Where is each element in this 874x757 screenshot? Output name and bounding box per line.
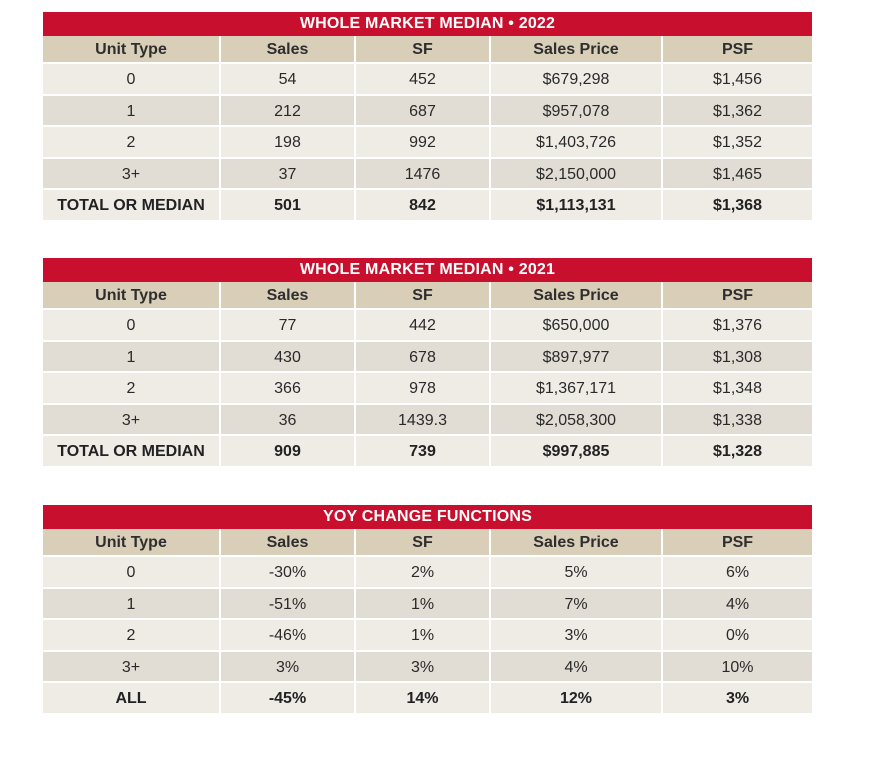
total-psf: $1,328	[663, 436, 812, 468]
cell-unit-type: 3+	[43, 158, 221, 191]
cell-sales-price: $2,150,000	[491, 158, 663, 191]
cell-sales: 198	[221, 127, 356, 159]
cell-unit-type: 0	[43, 310, 221, 342]
total-sf: 842	[356, 190, 491, 222]
cell-sales: 212	[221, 95, 356, 128]
column-header-sales-price: Sales Price	[491, 529, 663, 557]
market-median-2021-table: WHOLE MARKET MEDIAN • 2021 Unit Type Sal…	[43, 258, 812, 468]
cell-sf: 1%	[356, 620, 491, 652]
table-grid: Unit Type Sales SF Sales Price PSF 0 54 …	[43, 36, 812, 222]
cell-sales: -51%	[221, 588, 356, 621]
total-label: TOTAL OR MEDIAN	[43, 190, 221, 222]
cell-psf: 10%	[663, 651, 812, 684]
column-header-sales: Sales	[221, 282, 356, 310]
cell-sales: 77	[221, 310, 356, 342]
cell-unit-type: 1	[43, 95, 221, 128]
cell-unit-type: 2	[43, 620, 221, 652]
column-header-sales-price: Sales Price	[491, 282, 663, 310]
cell-psf: $1,465	[663, 158, 812, 191]
cell-sf: 992	[356, 127, 491, 159]
cell-sf: 978	[356, 373, 491, 405]
cell-psf: $1,456	[663, 64, 812, 96]
cell-sales: 366	[221, 373, 356, 405]
total-sf: 14%	[356, 683, 491, 715]
cell-sales: 3%	[221, 651, 356, 684]
cell-sales-price: 4%	[491, 651, 663, 684]
table-title: WHOLE MARKET MEDIAN • 2021	[43, 258, 812, 282]
cell-sf: 1439.3	[356, 404, 491, 437]
total-sales: -45%	[221, 683, 356, 715]
cell-sales: 54	[221, 64, 356, 96]
market-median-2022-table: WHOLE MARKET MEDIAN • 2022 Unit Type Sal…	[43, 12, 812, 222]
total-psf: $1,368	[663, 190, 812, 222]
cell-sf: 1%	[356, 588, 491, 621]
column-header-sf: SF	[356, 529, 491, 557]
cell-psf: $1,338	[663, 404, 812, 437]
cell-unit-type: 3+	[43, 651, 221, 684]
cell-sf: 687	[356, 95, 491, 128]
cell-unit-type: 2	[43, 127, 221, 159]
column-header-psf: PSF	[663, 282, 812, 310]
cell-sales-price: $1,403,726	[491, 127, 663, 159]
column-header-sales: Sales	[221, 529, 356, 557]
cell-sf: 2%	[356, 557, 491, 589]
cell-psf: $1,348	[663, 373, 812, 405]
table-grid: Unit Type Sales SF Sales Price PSF 0 77 …	[43, 282, 812, 468]
cell-psf: 4%	[663, 588, 812, 621]
cell-sf: 678	[356, 341, 491, 374]
total-sf: 739	[356, 436, 491, 468]
cell-sales-price: 5%	[491, 557, 663, 589]
cell-sales: -46%	[221, 620, 356, 652]
cell-sales: 37	[221, 158, 356, 191]
cell-psf: $1,308	[663, 341, 812, 374]
cell-sf: 3%	[356, 651, 491, 684]
table-title: YOY CHANGE FUNCTIONS	[43, 505, 812, 529]
cell-sales-price: 7%	[491, 588, 663, 621]
cell-unit-type: 1	[43, 588, 221, 621]
yoy-change-table: YOY CHANGE FUNCTIONS Unit Type Sales SF …	[43, 505, 812, 715]
cell-unit-type: 2	[43, 373, 221, 405]
total-label: ALL	[43, 683, 221, 715]
total-label: TOTAL OR MEDIAN	[43, 436, 221, 468]
cell-psf: $1,352	[663, 127, 812, 159]
column-header-psf: PSF	[663, 36, 812, 64]
cell-sf: 452	[356, 64, 491, 96]
cell-sales-price: $2,058,300	[491, 404, 663, 437]
total-sales: 501	[221, 190, 356, 222]
cell-sales: 430	[221, 341, 356, 374]
column-header-unit-type: Unit Type	[43, 529, 221, 557]
total-sales-price: $1,113,131	[491, 190, 663, 222]
column-header-unit-type: Unit Type	[43, 36, 221, 64]
cell-unit-type: 3+	[43, 404, 221, 437]
cell-unit-type: 0	[43, 557, 221, 589]
cell-sales: -30%	[221, 557, 356, 589]
cell-sales-price: 3%	[491, 620, 663, 652]
cell-psf: 0%	[663, 620, 812, 652]
total-sales: 909	[221, 436, 356, 468]
cell-sales: 36	[221, 404, 356, 437]
cell-sales-price: $957,078	[491, 95, 663, 128]
cell-psf: 6%	[663, 557, 812, 589]
cell-sales-price: $1,367,171	[491, 373, 663, 405]
cell-sales-price: $679,298	[491, 64, 663, 96]
cell-unit-type: 1	[43, 341, 221, 374]
cell-psf: $1,376	[663, 310, 812, 342]
column-header-sf: SF	[356, 36, 491, 64]
column-header-psf: PSF	[663, 529, 812, 557]
column-header-sales: Sales	[221, 36, 356, 64]
cell-sales-price: $650,000	[491, 310, 663, 342]
cell-sf: 1476	[356, 158, 491, 191]
cell-sf: 442	[356, 310, 491, 342]
table-title: WHOLE MARKET MEDIAN • 2022	[43, 12, 812, 36]
total-psf: 3%	[663, 683, 812, 715]
cell-unit-type: 0	[43, 64, 221, 96]
column-header-sales-price: Sales Price	[491, 36, 663, 64]
column-header-unit-type: Unit Type	[43, 282, 221, 310]
cell-sales-price: $897,977	[491, 341, 663, 374]
total-sales-price: 12%	[491, 683, 663, 715]
total-sales-price: $997,885	[491, 436, 663, 468]
column-header-sf: SF	[356, 282, 491, 310]
table-grid: Unit Type Sales SF Sales Price PSF 0 -30…	[43, 529, 812, 715]
cell-psf: $1,362	[663, 95, 812, 128]
